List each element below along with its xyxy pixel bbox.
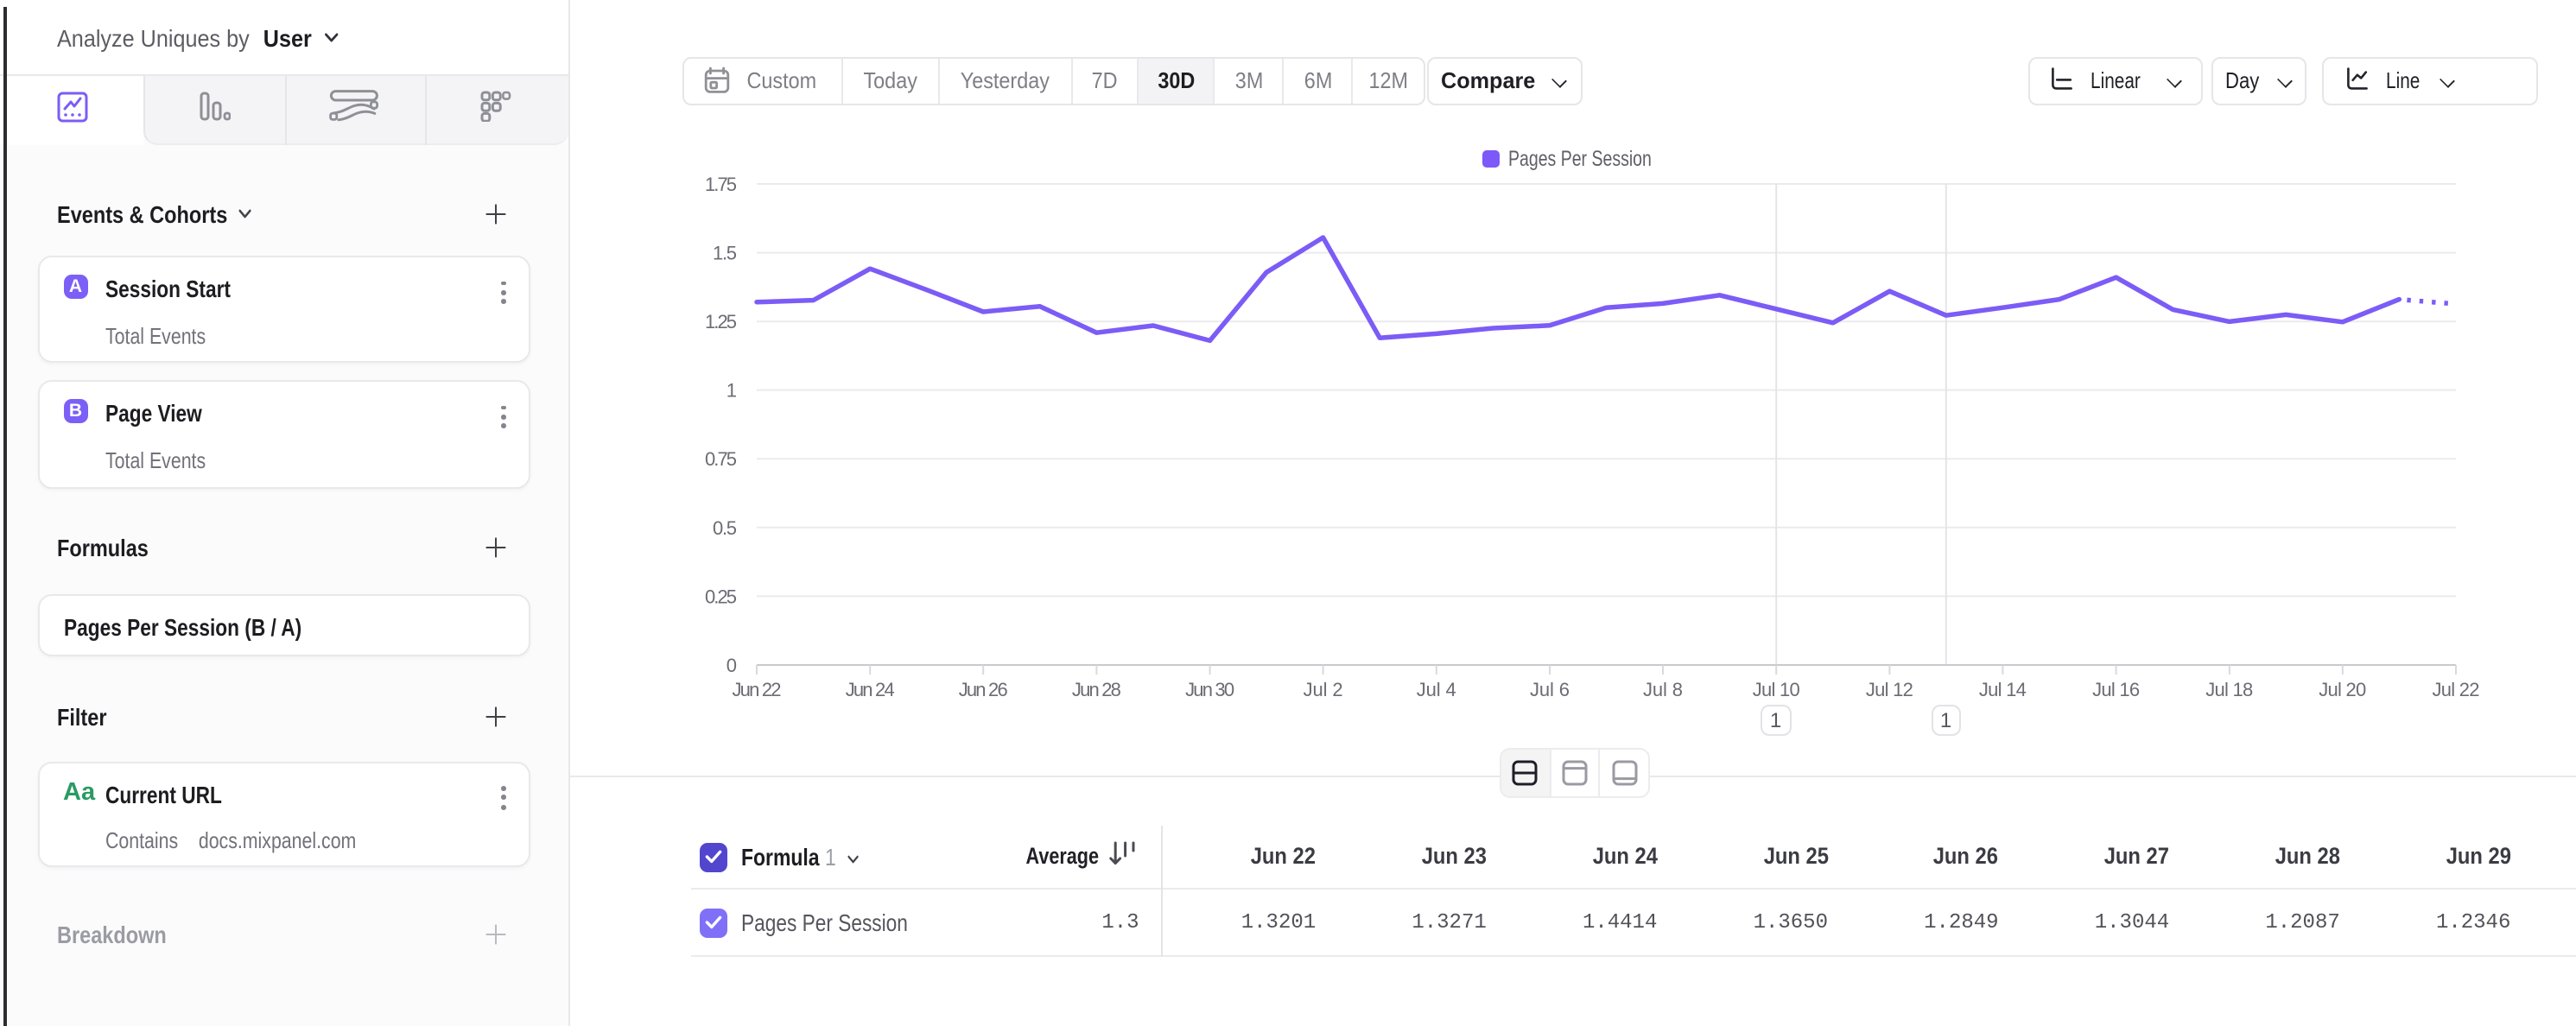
- svg-text:0.25: 0.25: [705, 586, 737, 607]
- svg-text:Jun 26: Jun 26: [959, 679, 1008, 700]
- svg-text:Jul 18: Jul 18: [2205, 679, 2253, 700]
- svg-text:Jul 14: Jul 14: [1979, 679, 2027, 700]
- svg-text:Jun 30: Jun 30: [1185, 679, 1234, 700]
- svg-text:0.5: 0.5: [713, 517, 737, 539]
- svg-text:Jul 8: Jul 8: [1643, 679, 1683, 700]
- svg-text:Jun 24: Jun 24: [846, 679, 895, 700]
- svg-text:Jul 12: Jul 12: [1866, 679, 1913, 700]
- svg-text:1.75: 1.75: [705, 174, 737, 195]
- svg-text:1.25: 1.25: [705, 311, 737, 332]
- svg-text:0: 0: [726, 655, 737, 676]
- svg-text:Jul 2: Jul 2: [1304, 679, 1343, 700]
- svg-text:0.75: 0.75: [705, 448, 737, 470]
- svg-text:1.5: 1.5: [713, 243, 737, 264]
- svg-text:Jul 22: Jul 22: [2433, 679, 2480, 700]
- svg-text:Jun 22: Jun 22: [733, 679, 782, 700]
- svg-text:Jul 6: Jul 6: [1530, 679, 1570, 700]
- svg-text:Jul 20: Jul 20: [2319, 679, 2366, 700]
- svg-text:Jul 4: Jul 4: [1417, 679, 1456, 700]
- svg-text:Jun 28: Jun 28: [1072, 679, 1121, 700]
- svg-text:Jul 16: Jul 16: [2092, 679, 2140, 700]
- svg-text:1: 1: [726, 380, 737, 402]
- svg-text:Jul 10: Jul 10: [1753, 679, 1800, 700]
